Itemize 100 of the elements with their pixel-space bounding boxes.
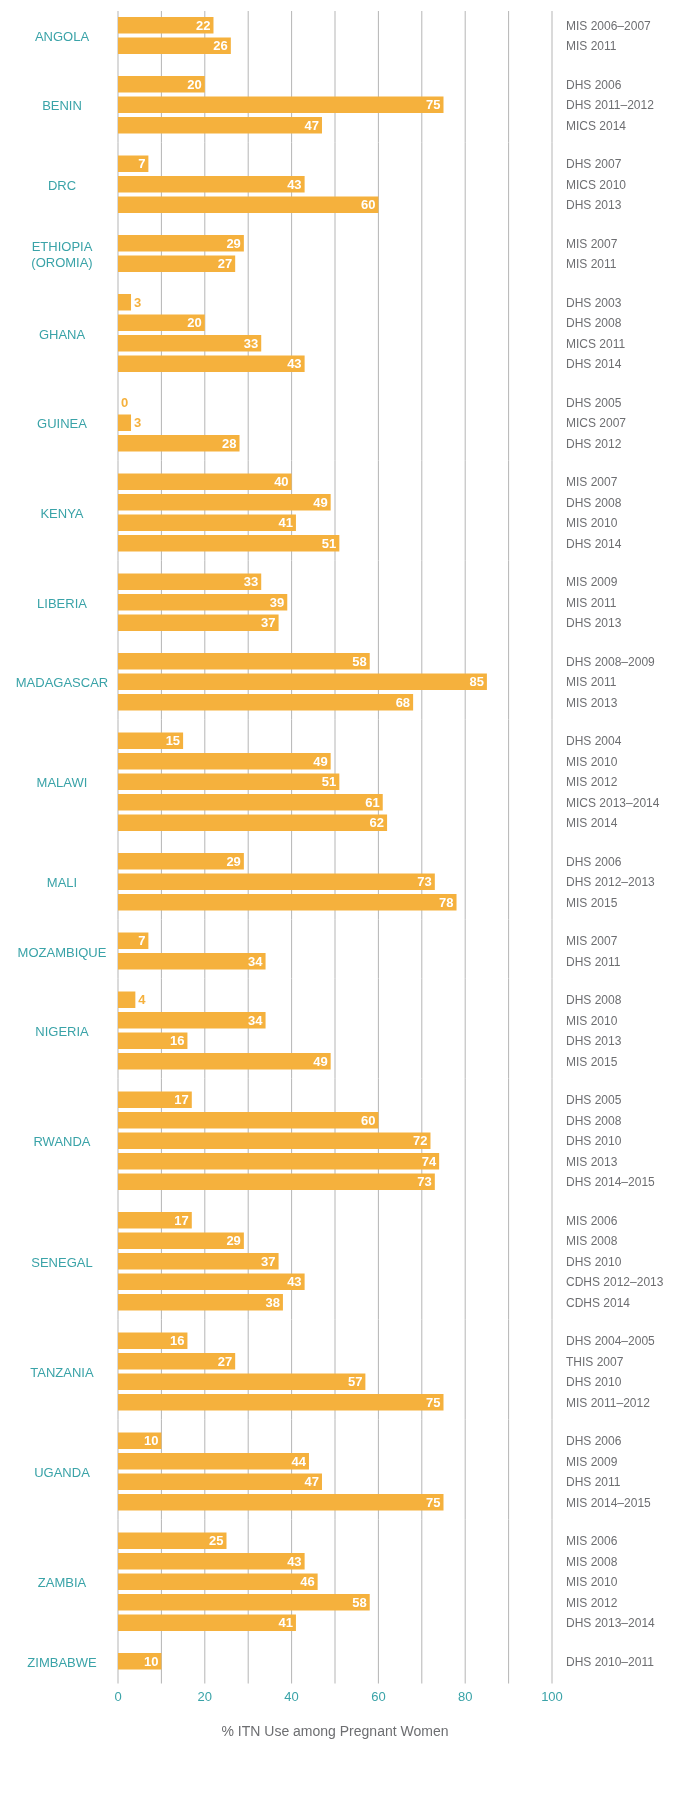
y-tick-label: MIS 2011	[566, 675, 617, 690]
y-tick-label: DHS 2007	[566, 157, 622, 172]
data-label: 26	[213, 38, 228, 54]
y-tick-label: DHS 2003	[566, 295, 622, 310]
y-tick-label: MIS 2011	[566, 39, 617, 54]
y-tick-label: MIS 2008	[566, 1234, 618, 1249]
y-tick-label: DHS 2008	[566, 1113, 622, 1128]
bar	[118, 1053, 331, 1070]
bar	[118, 1232, 244, 1249]
text: ZIMBABWE	[27, 1654, 97, 1670]
data-label: 78	[439, 894, 454, 910]
data-label: 75	[426, 97, 441, 113]
y-tick-label: MIS 2009	[566, 575, 618, 590]
x-tick-label: 100	[541, 1688, 563, 1704]
y-tick-label: MIS 2014–2015	[566, 1495, 652, 1510]
bar	[118, 1253, 279, 1270]
y-tick-label: DHS 2010	[566, 1375, 622, 1390]
data-label: 41	[278, 515, 293, 531]
y-tick-label: DHS 2004	[566, 734, 622, 749]
data-label: 68	[395, 694, 411, 710]
data-label: 49	[313, 753, 328, 769]
y-tick-label: DHS 2008	[566, 495, 622, 510]
text: NIGERIA	[35, 1024, 90, 1039]
data-label: 60	[360, 1112, 376, 1128]
y-tick-label: DHS 2012	[566, 436, 622, 451]
data-label: 33	[243, 335, 259, 351]
x-tick-label: 20	[197, 1688, 213, 1704]
y-tick-label: DHS 2008	[566, 316, 622, 331]
text: SENEGAL	[31, 1254, 93, 1270]
data-label: 10	[143, 1653, 159, 1669]
data-label: 3	[134, 415, 142, 431]
y-tick-label: MIS 2011	[566, 257, 617, 272]
y-tick-label: MIS 2010	[566, 1013, 618, 1028]
y-tick-label: MIS 2007	[566, 236, 618, 251]
y-tick-label: DHS 2013	[566, 198, 622, 213]
data-label: 25	[209, 1533, 224, 1549]
bar	[118, 1173, 435, 1190]
data-label: 58	[352, 653, 367, 669]
y-tick-label: MIS 2010	[566, 754, 618, 769]
bar	[118, 514, 296, 531]
text: GHANA	[38, 326, 86, 342]
y-tick-label: MIS 2015	[566, 1054, 618, 1069]
text: UGANDA	[34, 1465, 91, 1480]
y-tick-label: DHS 2014	[566, 536, 622, 551]
data-label: 7	[138, 156, 146, 172]
bar	[118, 1353, 236, 1370]
bar	[118, 494, 331, 511]
y-tick-label: DHS 2005	[566, 395, 622, 410]
bar	[118, 991, 136, 1008]
bar	[118, 335, 262, 352]
data-label: 4	[138, 992, 147, 1008]
x-axis-title: % ITN Use among Pregnant Women	[221, 1722, 449, 1739]
data-label: 27	[217, 1353, 233, 1369]
y-tick-label: DHS 2004–2005	[566, 1334, 656, 1349]
data-label: 27	[217, 256, 233, 272]
y-tick-label: MIS 2015	[566, 895, 618, 910]
text: RWANDA	[33, 1134, 91, 1150]
y-tick-label: DHS 2014	[566, 357, 622, 372]
y-tick-label: MIS 2011–2012	[566, 1395, 651, 1410]
text: GUINEA	[37, 416, 88, 432]
y-tick-label: CDHS 2012–2013	[566, 1275, 664, 1290]
y-tick-label: MIS 2006–2007	[566, 18, 652, 33]
x-tick-label: 0	[114, 1688, 122, 1704]
y-tick-label: MICS 2007	[566, 416, 627, 431]
data-label: 38	[265, 1294, 280, 1310]
bar	[118, 1273, 305, 1290]
data-label: 72	[413, 1133, 428, 1149]
data-label: 20	[187, 76, 202, 92]
y-tick-label: MIS 2013	[566, 1154, 618, 1169]
y-tick-label: DHS 2006	[566, 1434, 622, 1449]
data-label: 29	[226, 853, 241, 869]
data-label: 34	[248, 1012, 264, 1028]
y-tick-label: MIS 2010	[566, 1575, 618, 1590]
y-tick-label: MIS 2007	[566, 934, 618, 949]
bar	[118, 314, 205, 331]
bar	[118, 294, 132, 311]
data-label: 40	[274, 474, 289, 490]
bar	[118, 1573, 318, 1590]
data-label: 47	[304, 1474, 319, 1490]
bar	[118, 1532, 227, 1549]
bar	[118, 535, 340, 552]
y-tick-label: MIS 2010	[566, 516, 618, 531]
y-tick-label: DHS 2013–2014	[566, 1616, 656, 1631]
y-tick-label: MICS 2014	[566, 118, 627, 133]
text: KENYA	[40, 506, 84, 521]
data-label: 74	[421, 1153, 437, 1169]
data-label: 49	[313, 494, 328, 510]
data-label: 39	[269, 594, 285, 610]
data-label: 58	[352, 1594, 367, 1610]
y-tick-label: MIS 2012	[566, 1595, 618, 1610]
text: MALI	[46, 875, 78, 891]
bar	[118, 355, 305, 372]
y-tick-label: DHS 2014–2015	[566, 1175, 656, 1190]
y-tick-label: DHS 2013	[566, 1034, 622, 1049]
data-label: 37	[261, 1253, 276, 1269]
bar	[118, 1594, 370, 1611]
data-label: 29	[226, 1233, 241, 1249]
data-label: 15	[165, 733, 181, 749]
text: MALAWI	[36, 775, 88, 791]
x-tick-label: 40	[284, 1688, 299, 1704]
